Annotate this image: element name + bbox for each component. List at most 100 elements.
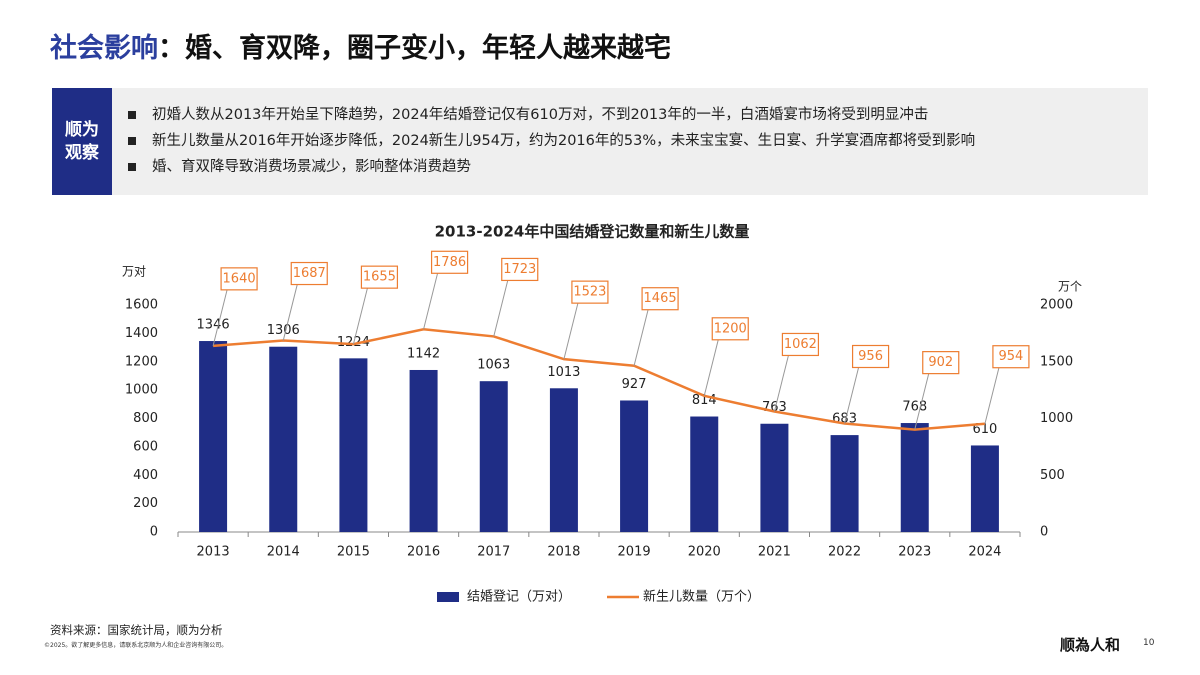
line-value-label: 1200 <box>714 321 747 336</box>
leader-line <box>633 309 649 366</box>
chart-title: 2013-2024年中国结婚登记数量和新生儿数量 <box>435 223 750 241</box>
bar-value-label: 768 <box>902 400 927 415</box>
leader-line <box>212 289 228 346</box>
y2-tick-label: 1000 <box>1040 411 1073 426</box>
value-label-box <box>851 344 890 369</box>
bar <box>970 445 999 532</box>
y-tick-label: 1200 <box>125 354 158 369</box>
line-value-label: 1640 <box>223 271 256 286</box>
y-tick-label: 0 <box>150 525 158 540</box>
bullet: 初婚人数从2013年开始呈下降趋势，2024年结婚登记仅有610万对，不到201… <box>128 102 975 128</box>
leader-line <box>493 280 509 337</box>
bar-value-label: 1346 <box>197 318 230 333</box>
bar-value-label: 610 <box>973 422 998 437</box>
leader-line <box>984 367 1000 424</box>
x-tick-label: 2017 <box>477 545 510 560</box>
y2-tick-label: 500 <box>1040 468 1065 483</box>
y-tick-label: 200 <box>133 496 158 511</box>
leader-line <box>563 303 579 360</box>
leader-line <box>703 339 719 396</box>
y2-tick-label: 2000 <box>1040 298 1073 313</box>
bar-value-label: 1306 <box>267 323 300 338</box>
value-label-box <box>781 332 820 357</box>
bar <box>549 388 578 532</box>
bar <box>760 423 789 532</box>
bar-value-label: 927 <box>622 377 647 392</box>
line-value-label: 1523 <box>573 285 606 300</box>
y-tick-label: 600 <box>133 439 158 454</box>
bar-value-label: 1063 <box>477 358 510 373</box>
leader-line <box>773 355 789 412</box>
leader-line <box>282 284 298 341</box>
tag-line: 顺为 <box>65 119 99 140</box>
bar <box>900 423 929 532</box>
value-label-box <box>220 267 258 291</box>
legend-swatch <box>437 592 459 602</box>
bar <box>479 381 508 532</box>
title-highlight: 社会影响 <box>50 33 158 64</box>
legend-label: 新生儿数量（万个） <box>643 589 760 605</box>
bar-value-label: 1013 <box>547 365 580 380</box>
bullet: 新生儿数量从2016年开始逐步降低，2024新生儿954万，约为2016年的53… <box>128 128 975 154</box>
observation-box: 顺为 观察 初婚人数从2013年开始呈下降趋势，2024年结婚登记仅有610万对… <box>52 88 1148 195</box>
x-tick-label: 2024 <box>968 545 1001 560</box>
value-label-box <box>992 345 1030 369</box>
x-tick-label: 2013 <box>197 545 230 560</box>
bar <box>690 416 719 532</box>
line-value-label: 954 <box>999 349 1024 364</box>
value-label-box <box>430 250 469 274</box>
y-tick-label: 800 <box>133 411 158 426</box>
x-tick-label: 2016 <box>407 545 440 560</box>
bar <box>269 346 298 532</box>
leader-line <box>423 273 439 330</box>
x-tick-label: 2014 <box>267 545 300 560</box>
observation-tag: 顺为 观察 <box>52 88 112 195</box>
bar <box>199 341 228 532</box>
y-tick-label: 1000 <box>125 383 158 398</box>
leader-line <box>844 367 860 424</box>
copyright: ©2025。欲了解更多信息，请联系北京顺为人和企业咨询有限公司。 <box>44 642 228 649</box>
leader-line <box>352 288 368 345</box>
line-value-label: 1655 <box>363 270 396 285</box>
y2-tick-label: 0 <box>1040 525 1048 540</box>
leader-line <box>914 373 930 430</box>
y-axis-label: 万对 <box>122 265 146 279</box>
bullet: 婚、育双降导致消费场景减少，影响整体消费趋势 <box>128 154 975 180</box>
value-label-box <box>290 261 328 286</box>
bar <box>620 400 649 532</box>
page-number: 10 <box>1143 638 1155 648</box>
logo: 顺為人和 <box>1060 636 1121 654</box>
y2-tick-label: 1500 <box>1040 354 1073 369</box>
x-tick-label: 2020 <box>688 545 721 560</box>
legend-label: 结婚登记（万对） <box>467 590 571 605</box>
line-value-label: 1062 <box>784 337 817 352</box>
value-label-box <box>360 265 399 289</box>
x-tick-label: 2015 <box>337 545 370 560</box>
x-tick-label: 2018 <box>547 545 580 560</box>
y-tick-label: 1400 <box>125 326 158 341</box>
bullet-list: 初婚人数从2013年开始呈下降趋势，2024年结婚登记仅有610万对，不到201… <box>128 102 975 180</box>
line-value-label: 902 <box>928 355 953 370</box>
x-tick-label: 2022 <box>828 545 861 560</box>
line-value-label: 1465 <box>644 291 677 306</box>
value-label-box <box>501 257 539 282</box>
x-tick-label: 2021 <box>758 545 791 560</box>
tag-line: 观察 <box>65 142 99 163</box>
slide-title: 社会影响：婚、育双降，圈子变小，年轻人越来越宅 <box>50 26 671 65</box>
y-tick-label: 400 <box>133 468 158 483</box>
value-label-box <box>571 280 609 304</box>
value-label-box <box>641 287 679 311</box>
x-tick-label: 2019 <box>618 545 651 560</box>
title-rest: ：婚、育双降，圈子变小，年轻人越来越宅 <box>158 33 671 64</box>
line-value-label: 1786 <box>433 255 466 270</box>
source: 资料来源：国家统计局，顺为分析 <box>50 623 223 637</box>
bar <box>409 369 438 532</box>
value-label-box <box>711 317 749 341</box>
line-value-label: 956 <box>858 349 883 364</box>
bar-value-label: 1142 <box>407 346 440 361</box>
line-value-label: 1723 <box>503 262 536 277</box>
bar <box>339 358 368 532</box>
line-value-label: 1687 <box>293 266 326 281</box>
